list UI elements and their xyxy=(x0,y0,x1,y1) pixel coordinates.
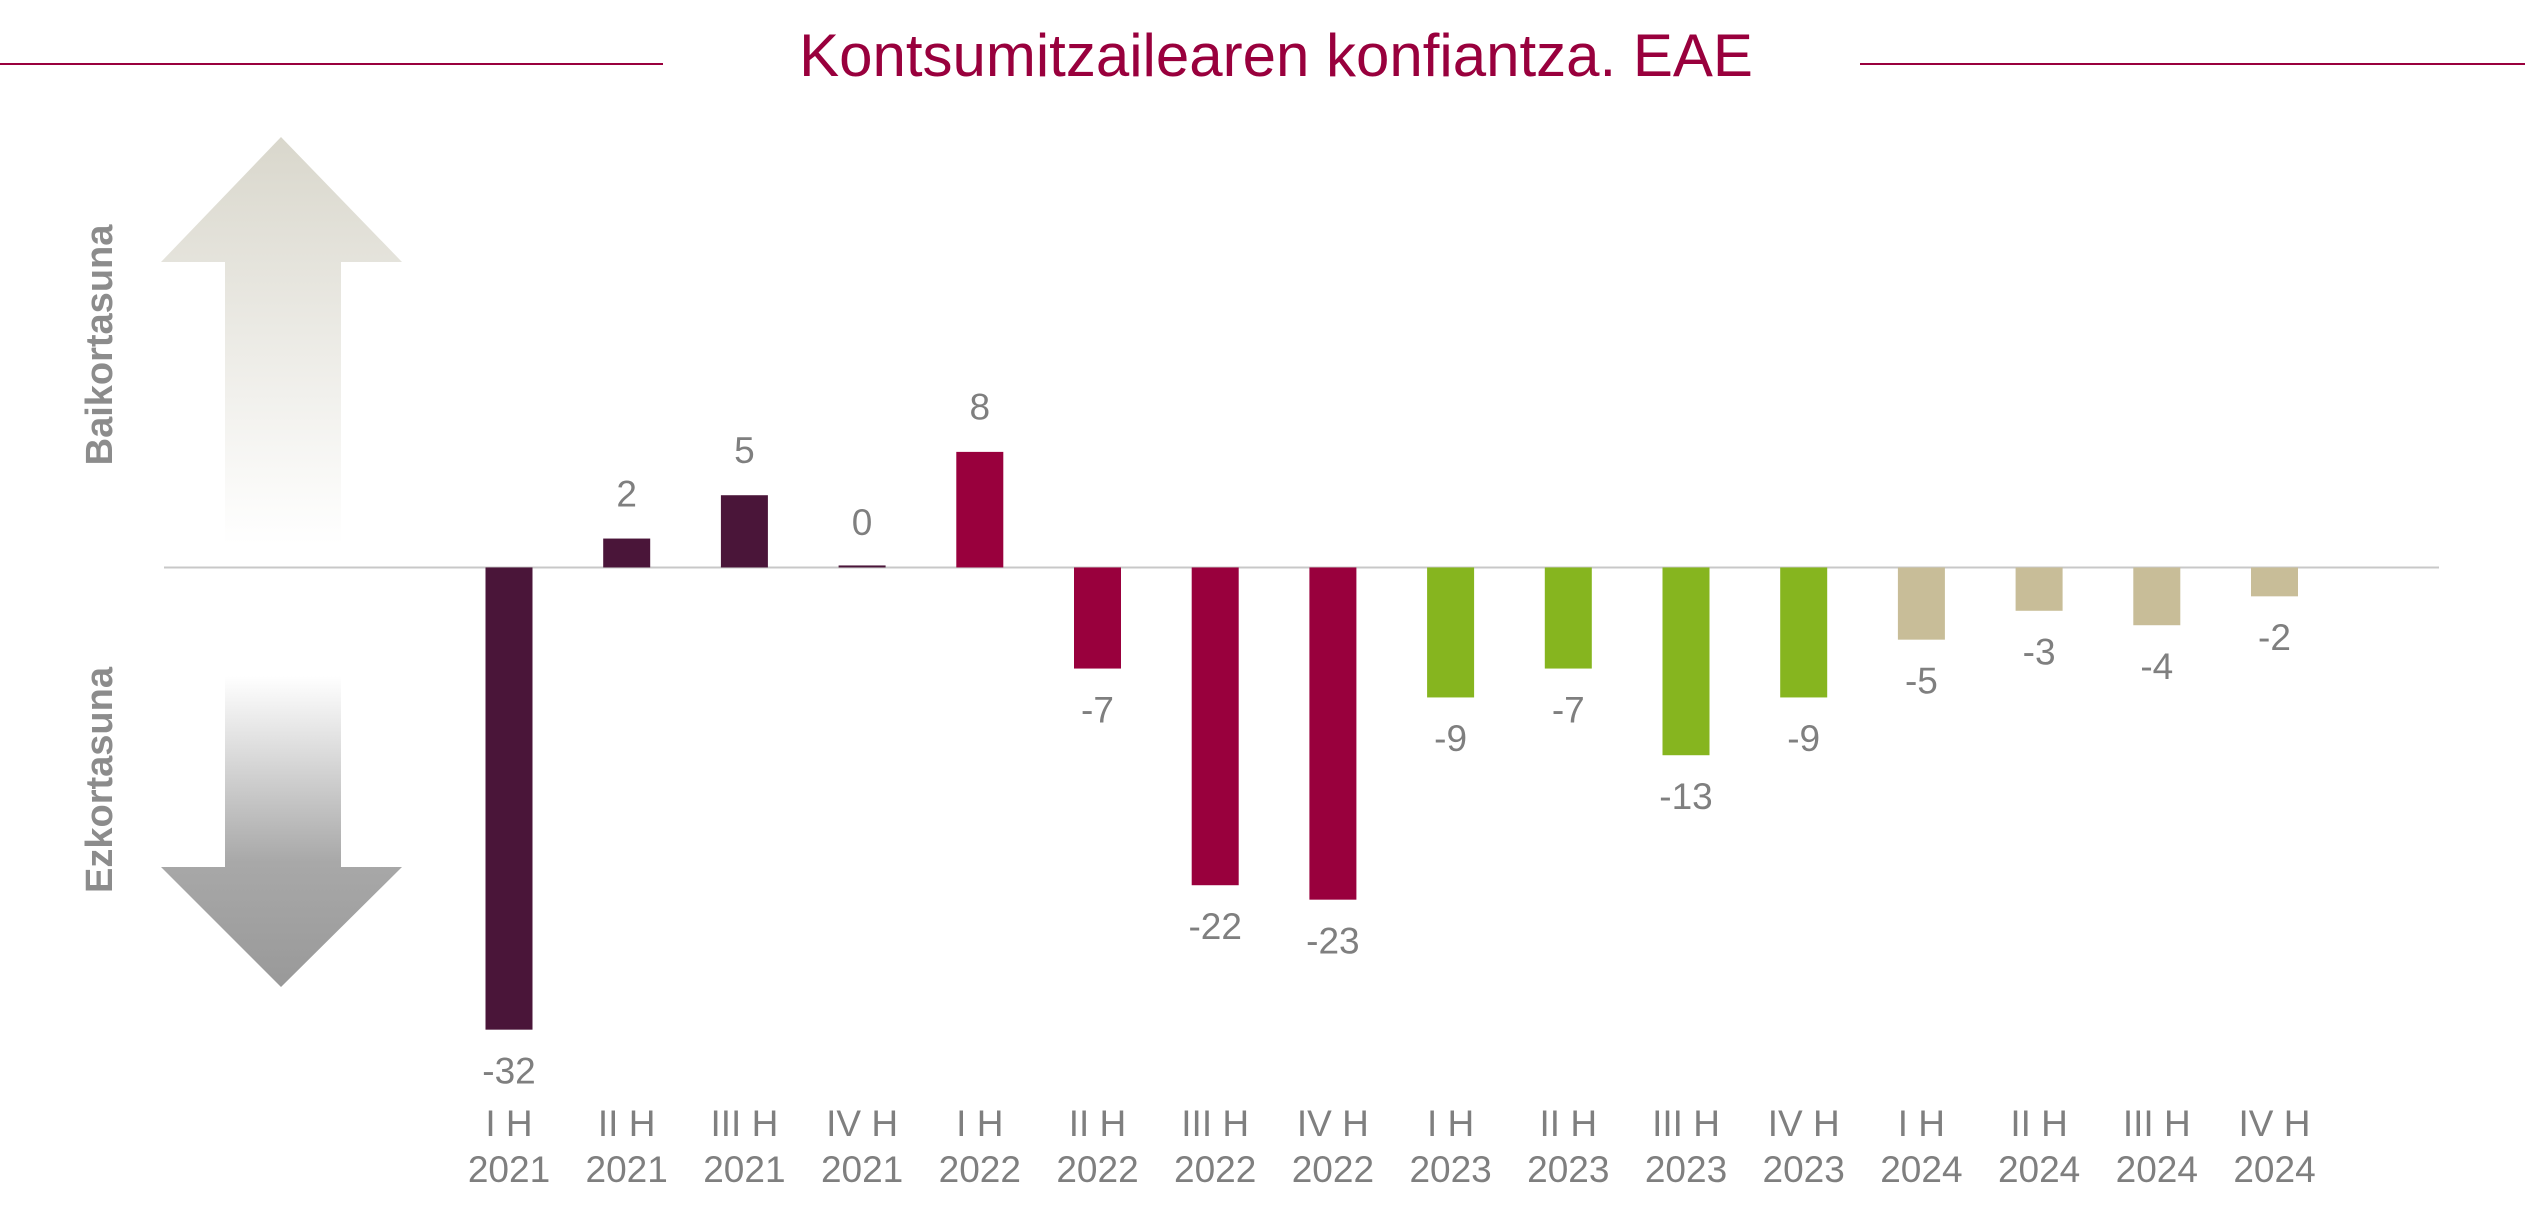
x-tick-label: 2024 xyxy=(1998,1149,2080,1190)
bar xyxy=(2133,567,2181,626)
value-label: -22 xyxy=(1188,906,1241,947)
chart-title: Kontsumitzailearen konfiantza. EAE xyxy=(799,22,1753,89)
x-tick-label: 2022 xyxy=(1056,1149,1138,1190)
value-label: 5 xyxy=(734,430,755,471)
value-label: -4 xyxy=(2140,646,2173,687)
x-tick-label: II H xyxy=(1540,1103,1598,1144)
bar xyxy=(2015,567,2063,611)
value-label: 0 xyxy=(852,502,873,543)
bar xyxy=(603,538,651,568)
bar xyxy=(1074,567,1121,669)
value-label: -9 xyxy=(1434,718,1467,759)
x-tick-label: I H xyxy=(956,1103,1003,1144)
bar xyxy=(1309,567,1357,900)
x-tick-label: IV H xyxy=(1297,1103,1369,1144)
x-tick-label: 2021 xyxy=(703,1149,785,1190)
value-label: -9 xyxy=(1787,718,1820,759)
side-label: Baikortasuna xyxy=(79,224,121,466)
x-tick-label: 2024 xyxy=(2116,1149,2198,1190)
x-tick-label: I H xyxy=(1898,1103,1945,1144)
x-tick-label: IV H xyxy=(1768,1103,1840,1144)
bar xyxy=(1780,567,1828,698)
value-label: -2 xyxy=(2258,617,2291,658)
x-tick-label: 2023 xyxy=(1763,1149,1845,1190)
side-label: Ezkortasuna xyxy=(79,666,121,893)
value-label: -3 xyxy=(2023,632,2056,673)
x-tick-label: 2024 xyxy=(2233,1149,2315,1190)
bar xyxy=(1662,567,1710,756)
bar xyxy=(720,495,768,568)
up-arrow xyxy=(161,137,402,545)
x-tick-label: 2021 xyxy=(586,1149,668,1190)
bar xyxy=(1427,567,1475,698)
x-tick-label: 2024 xyxy=(1880,1149,1962,1190)
bar xyxy=(1544,567,1592,669)
bar xyxy=(2251,567,2298,597)
value-label: -13 xyxy=(1659,776,1712,817)
x-tick-label: II H xyxy=(1069,1103,1127,1144)
x-tick-label: III H xyxy=(710,1103,778,1144)
bar xyxy=(1897,567,1945,640)
value-label: -32 xyxy=(482,1050,535,1091)
x-tick-label: 2022 xyxy=(1292,1149,1374,1190)
value-label: -23 xyxy=(1306,920,1359,961)
x-tick-label: III H xyxy=(2123,1103,2191,1144)
x-tick-label: II H xyxy=(2010,1103,2068,1144)
bar xyxy=(485,567,533,1030)
x-tick-label: IV H xyxy=(826,1103,898,1144)
x-tick-label: II H xyxy=(598,1103,656,1144)
down-arrow xyxy=(161,676,402,987)
x-tick-label: III H xyxy=(1652,1103,1720,1144)
x-tick-label: 2021 xyxy=(468,1149,550,1190)
x-tick-label: 2023 xyxy=(1409,1149,1491,1190)
value-label: 2 xyxy=(616,473,637,514)
x-tick-label: IV H xyxy=(2239,1103,2311,1144)
x-tick-label: III H xyxy=(1181,1103,1249,1144)
x-tick-label: 2023 xyxy=(1645,1149,1727,1190)
x-tick-label: 2022 xyxy=(1174,1149,1256,1190)
value-label: -5 xyxy=(1905,660,1938,701)
bar xyxy=(956,451,1004,568)
bar xyxy=(1191,567,1239,886)
value-label: -7 xyxy=(1552,689,1585,730)
x-tick-label: 2021 xyxy=(821,1149,903,1190)
x-tick-label: 2023 xyxy=(1527,1149,1609,1190)
x-tick-label: I H xyxy=(485,1103,532,1144)
value-label: 8 xyxy=(970,387,991,428)
x-tick-label: I H xyxy=(1427,1103,1474,1144)
x-tick-label: 2022 xyxy=(939,1149,1021,1190)
value-label: -7 xyxy=(1081,689,1114,730)
bar xyxy=(838,565,886,568)
